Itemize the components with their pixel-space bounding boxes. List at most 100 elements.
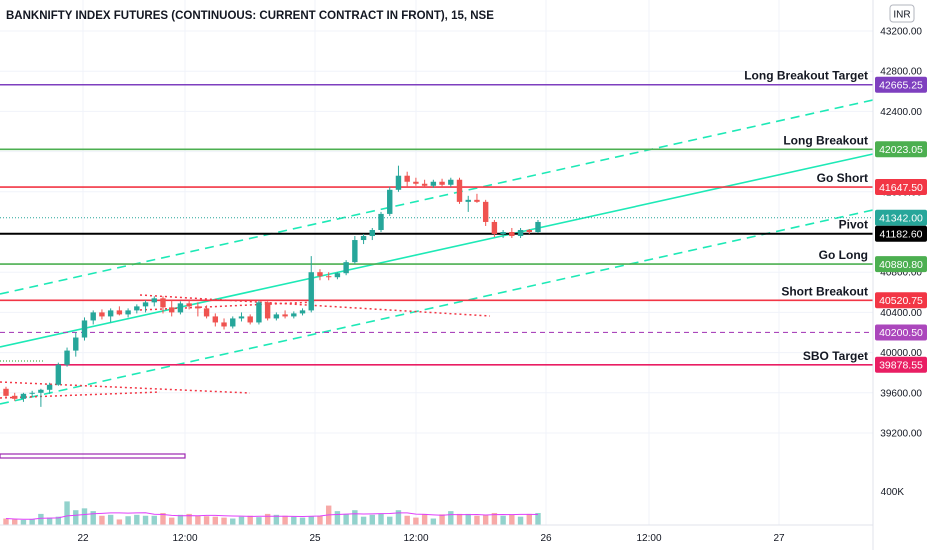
volume-bar bbox=[491, 512, 498, 525]
level-label: Go Short bbox=[817, 171, 868, 185]
volume-bar bbox=[343, 513, 349, 525]
volume-ma-line bbox=[5, 512, 539, 520]
volume-bar bbox=[474, 515, 480, 525]
price-tick-label: 40800.00 bbox=[880, 268, 922, 279]
triangle-line-lower bbox=[139, 301, 316, 311]
level-label: Short Breakout bbox=[781, 284, 868, 298]
volume-bar bbox=[387, 516, 393, 525]
triangle-line-left-upper bbox=[0, 381, 251, 394]
volume-bar bbox=[421, 513, 428, 525]
volume-bar bbox=[291, 516, 297, 525]
candle-body bbox=[491, 221, 498, 235]
price-tags: 42665.25 42023.05 41647.50 41342.00 41182.60… bbox=[875, 76, 927, 373]
candle-body bbox=[273, 314, 280, 319]
time-axis[interactable]: 22 12:00 25 12:00 26 12:00 27 bbox=[77, 533, 785, 544]
candle-body bbox=[404, 175, 410, 182]
volume-bar bbox=[64, 501, 70, 525]
price-tick-label: 39200.00 bbox=[880, 429, 922, 440]
candle-body bbox=[134, 306, 140, 311]
candle-body bbox=[413, 181, 419, 184]
candle-body bbox=[107, 310, 114, 317]
currency-label: INR bbox=[893, 10, 910, 21]
horizontal-levels: Long Breakout Target Long Breakout Go Shor… bbox=[0, 69, 873, 366]
candle-body bbox=[151, 298, 157, 303]
price-tag bbox=[875, 225, 927, 242]
candle-body bbox=[517, 229, 524, 237]
volume-bar bbox=[430, 518, 437, 525]
volume-bar bbox=[404, 515, 410, 525]
trend-line-mid bbox=[0, 153, 874, 348]
time-tick-label: 26 bbox=[540, 533, 552, 544]
price-tick-label: 43200.00 bbox=[880, 27, 922, 38]
candle-body bbox=[212, 316, 219, 323]
trend-channel bbox=[0, 99, 874, 459]
price-tag-label: 42665.25 bbox=[879, 80, 923, 92]
price-tag-label: 41647.50 bbox=[879, 182, 923, 194]
volume-bar bbox=[535, 512, 541, 525]
candle-body bbox=[203, 308, 210, 317]
candle-body bbox=[352, 240, 358, 263]
volume-tick-label: 400K bbox=[881, 487, 905, 498]
candle-body bbox=[20, 393, 27, 399]
candle-body bbox=[325, 276, 332, 278]
candle-body bbox=[46, 384, 53, 390]
volume-bar bbox=[334, 511, 341, 525]
volume-bar bbox=[29, 519, 35, 525]
candle-body bbox=[500, 232, 506, 235]
triangle-line-upper bbox=[139, 294, 491, 317]
volume-bar bbox=[195, 515, 201, 525]
volume-bar bbox=[317, 515, 323, 525]
candle-body bbox=[482, 201, 489, 222]
volume-bar bbox=[369, 514, 375, 525]
price-tag bbox=[875, 141, 927, 158]
volume-bar bbox=[465, 513, 471, 525]
chart-title: BANKNIFTY INDEX FUTURES (CONTINUOUS: CUR… bbox=[6, 10, 494, 22]
candle-body bbox=[291, 313, 297, 317]
candle-body bbox=[256, 302, 262, 323]
volume-bar bbox=[221, 517, 227, 525]
candle-body bbox=[395, 175, 402, 190]
price-tag-label: 42023.05 bbox=[879, 144, 923, 156]
volume-bar bbox=[264, 513, 271, 525]
price-tag-label: 40200.50 bbox=[879, 327, 923, 339]
candle-body bbox=[247, 316, 253, 323]
volume-bar bbox=[360, 516, 367, 525]
volume-bar bbox=[99, 515, 105, 525]
price-tag bbox=[875, 324, 927, 341]
volume-bar bbox=[160, 512, 166, 525]
price-tag-label: 40880.80 bbox=[879, 259, 923, 271]
price-tick-label: 42400.00 bbox=[880, 107, 922, 118]
candle-body bbox=[343, 262, 349, 274]
price-tick-label: 40400.00 bbox=[880, 308, 922, 319]
candle-body bbox=[116, 310, 123, 315]
volume-bar bbox=[46, 517, 53, 525]
price-tag bbox=[875, 292, 927, 309]
candle-body bbox=[12, 395, 18, 399]
price-tag bbox=[875, 76, 927, 93]
volume-bar bbox=[169, 517, 175, 525]
triangle-line-left-lower bbox=[0, 391, 161, 399]
time-tick-label: 12:00 bbox=[172, 533, 197, 544]
time-tick-label: 27 bbox=[773, 533, 785, 544]
candle-body bbox=[73, 337, 79, 351]
volume-bar bbox=[38, 513, 44, 525]
volume-bar bbox=[299, 517, 306, 525]
candle-body bbox=[308, 272, 314, 311]
price-tag-label: 41342.00 bbox=[879, 213, 923, 225]
volume-bar bbox=[256, 517, 262, 525]
candle-body bbox=[38, 389, 44, 393]
volume-bar bbox=[125, 516, 131, 525]
volume-bar bbox=[500, 515, 506, 525]
candle-body bbox=[230, 318, 236, 327]
candle-body bbox=[430, 181, 437, 186]
price-tag-label: 40520.75 bbox=[879, 295, 923, 307]
currency-button[interactable]: INR bbox=[889, 4, 915, 23]
candle-body bbox=[456, 179, 463, 202]
volume-bar bbox=[203, 516, 210, 525]
volume-bar bbox=[12, 519, 18, 525]
candle-body bbox=[55, 364, 62, 385]
volume-bar bbox=[273, 514, 280, 525]
volume-bar bbox=[212, 516, 219, 525]
candle-body bbox=[439, 181, 445, 185]
